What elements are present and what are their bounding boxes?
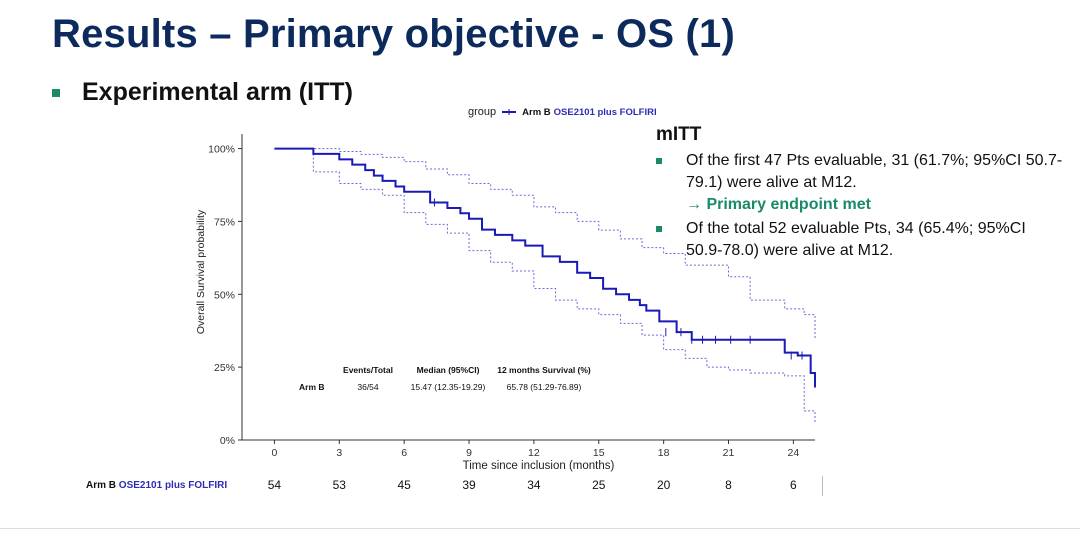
x-tick-label: 0 [272,447,278,459]
x-tick-label: 18 [658,447,670,459]
panel-list: Of the first 47 Pts evaluable, 31 (61.7%… [656,150,1066,262]
panel-item-highlight: → Primary endpoint met [686,196,871,213]
legend-arm: Arm B [522,106,551,118]
section-bullet: Experimental arm (ITT) [52,78,353,107]
mitt-panel: mITT Of the first 47 Pts evaluable, 31 (… [656,124,1066,264]
summary-value: 36/54 [357,382,379,392]
x-tick-label: 24 [788,447,800,459]
x-tick-label: 12 [528,447,540,459]
summary-value: 15.47 (12.35-19.29) [411,382,486,392]
y-tick-label: 0% [220,435,235,447]
summary-row-label: Arm B [299,382,325,392]
bullet-square-icon [656,158,662,164]
summary-header: 12 months Survival (%) [497,365,591,375]
risk-divider [822,476,823,496]
summary-header: Median (95%CI) [417,365,480,375]
y-tick-label: 50% [214,289,235,301]
y-tick-label: 25% [214,362,235,374]
risk-drug-label: OSE2101 plus FOLFIRI [118,480,228,491]
summary-header: Events/Total [343,365,393,375]
footer-divider [0,528,1080,529]
x-tick-label: 9 [466,447,472,459]
y-axis-label: Overall Survival probability [195,209,207,334]
panel-item-text: Of the first 47 Pts evaluable, 31 (61.7%… [686,152,1063,191]
panel-item-text: Of the total 52 evaluable Pts, 34 (65.4%… [686,220,1026,259]
chart-legend: group Arm B OSE2101 plus FOLFIRI [468,106,657,118]
panel-item: Of the first 47 Pts evaluable, 31 (61.7%… [656,150,1066,216]
ci-lower-line [274,148,816,423]
risk-number: 54 [267,478,282,492]
x-tick-label: 6 [401,447,407,459]
x-tick-label: 21 [723,447,735,459]
risk-number: 8 [725,478,732,492]
risk-number: 39 [462,478,476,492]
panel-heading: mITT [656,124,702,145]
x-tick-label: 15 [593,447,605,459]
ci-upper-line [274,148,816,338]
risk-number: 20 [656,478,671,492]
slide-title: Results – Primary objective - OS (1) [52,12,736,56]
risk-number: 34 [527,478,541,492]
x-tick-label: 3 [336,447,342,459]
y-tick-label: 75% [214,216,235,228]
risk-arm-label: Arm B OSE2101 plus FOLFIRI [86,480,228,491]
x-axis-label: Time since inclusion (months) [463,460,615,472]
y-tick-label: 100% [208,144,235,156]
section-heading: Experimental arm (ITT) [82,78,353,106]
risk-table: Arm B OSE2101 plus FOLFIRI 54 53 45 39 34 25 2… [82,476,842,496]
risk-number: 25 [592,478,606,492]
risk-number: 6 [790,478,797,492]
panel-item: Of the total 52 evaluable Pts, 34 (65.4%… [656,218,1066,262]
risk-number: 45 [397,478,411,492]
summary-value: 65.78 (51.29-76.89) [507,382,582,392]
bullet-square-icon [52,88,60,97]
legend-title: group [468,106,497,118]
bullet-square-icon [656,226,662,232]
km-survival-line [274,147,816,388]
legend-drug: OSE2101 plus FOLFIRI [553,106,657,118]
legend-line-icon [502,109,517,115]
risk-number: 53 [332,478,346,492]
